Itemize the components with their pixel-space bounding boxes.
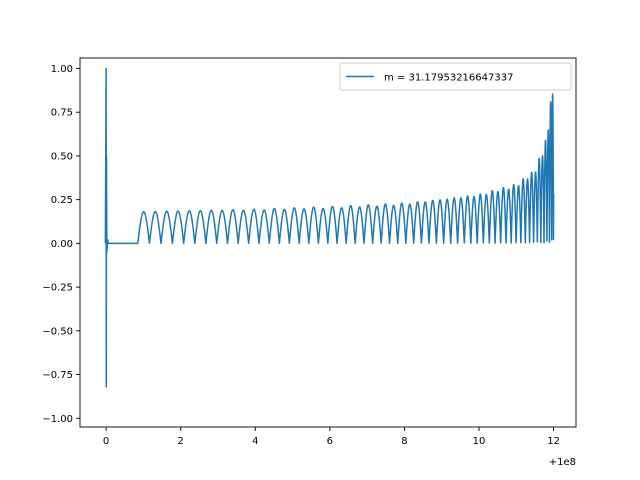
legend-label: m = 31.17953216647337 [384, 73, 513, 84]
axes-frame [79, 57, 577, 428]
x-tick-label: 4 [252, 436, 258, 447]
y-axis-ticks: 1.00 0.75 0.50 0.25 0.00 −0.25 −0.50 −0.75 −1.00 [42, 64, 80, 425]
y-tick-label: −0.75 [42, 370, 73, 381]
y-tick-label: −0.50 [42, 326, 73, 337]
series-group [104, 67, 555, 388]
legend: m = 31.17953216647337 [339, 62, 572, 91]
x-axis-offset-label: +1e8 [549, 457, 576, 468]
plot-area [79, 57, 577, 428]
x-tick-label: 10 [473, 436, 486, 447]
x-tick-label: 12 [547, 436, 560, 447]
legend-box [339, 62, 572, 91]
y-tick-label: 1.00 [51, 64, 73, 75]
y-tick-label: −1.00 [42, 414, 73, 425]
x-tick-label: 8 [401, 436, 407, 447]
y-tick-label: 0.75 [51, 108, 73, 119]
y-tick-label: 0.50 [51, 151, 73, 162]
series-line [104, 67, 555, 388]
x-tick-label: 6 [327, 436, 333, 447]
x-axis-ticks: 0 2 4 6 8 10 12 [103, 427, 560, 447]
y-tick-label: 0.00 [51, 239, 73, 250]
x-tick-label: 0 [103, 436, 109, 447]
x-tick-label: 2 [178, 436, 184, 447]
y-tick-label: 0.25 [51, 195, 73, 206]
y-tick-label: −0.25 [42, 283, 73, 294]
